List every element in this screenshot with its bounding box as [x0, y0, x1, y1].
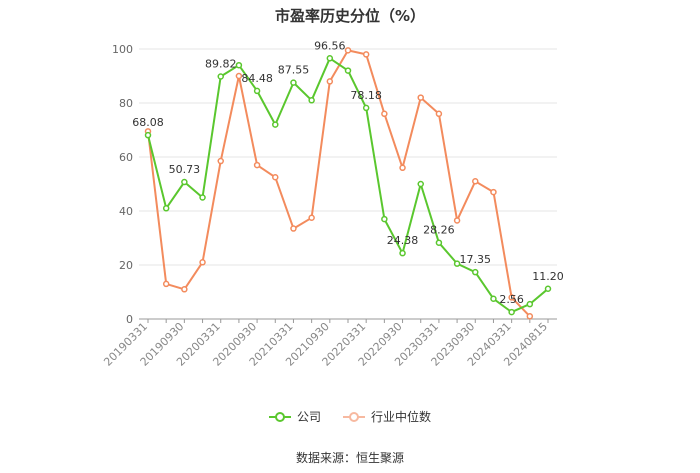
y-tick-label: 100 — [112, 43, 133, 56]
data-label: 11.20 — [532, 270, 564, 283]
data-label: 68.08 — [132, 116, 164, 129]
data-point — [399, 249, 406, 257]
series-line — [147, 57, 549, 314]
data-label: 78.18 — [350, 89, 382, 102]
data-point — [472, 268, 479, 276]
data-label: 50.73 — [169, 163, 201, 176]
data-point — [326, 55, 334, 62]
y-tick-label: 0 — [126, 313, 133, 326]
data-point — [199, 194, 206, 201]
data-point — [308, 97, 315, 104]
data-point — [435, 110, 443, 118]
legend: 公司 行业中位数 — [0, 408, 700, 425]
data-point — [344, 47, 352, 54]
data-point — [490, 295, 497, 302]
data-label: 89.82 — [205, 57, 237, 70]
data-point — [453, 217, 461, 224]
data-point — [272, 174, 279, 181]
data-label: 17.35 — [460, 253, 492, 266]
data-point — [253, 161, 261, 169]
data-point — [381, 110, 388, 118]
data-point — [235, 61, 243, 69]
data-point — [217, 73, 224, 80]
data-point — [290, 225, 297, 232]
data-point — [253, 87, 261, 95]
data-label: 24.38 — [387, 234, 419, 247]
data-point — [199, 259, 206, 266]
data-point — [162, 280, 170, 288]
data-point — [344, 67, 352, 74]
data-point — [526, 313, 534, 320]
y-tick-label: 60 — [119, 151, 133, 164]
y-tick-label: 40 — [119, 205, 133, 218]
legend-industry-label: 行业中位数 — [371, 410, 432, 424]
data-point — [326, 78, 334, 85]
data-point — [544, 285, 552, 293]
legend-item-industry[interactable]: 行业中位数 — [343, 408, 431, 425]
data-point — [362, 104, 370, 112]
data-point — [381, 215, 388, 223]
series-line — [147, 49, 531, 317]
data-point — [362, 51, 370, 58]
data-point — [181, 286, 188, 293]
data-point — [472, 178, 479, 185]
data-label: 2.56 — [499, 293, 524, 306]
data-label: 87.55 — [278, 64, 310, 77]
data-point — [508, 294, 515, 301]
data-point — [217, 157, 224, 165]
legend-company-label: 公司 — [296, 410, 321, 424]
data-point — [435, 239, 443, 246]
data-point — [162, 205, 170, 212]
y-tick-label: 80 — [119, 97, 133, 110]
legend-item-company[interactable]: 公司 — [268, 408, 321, 425]
data-point — [526, 300, 534, 308]
data-label: 28.26 — [423, 224, 455, 237]
data-point — [272, 121, 279, 128]
data-point — [417, 94, 424, 101]
data-point — [490, 188, 497, 196]
data-point — [290, 79, 297, 86]
data-source-note: 数据来源：恒生聚源 — [295, 451, 404, 465]
data-point — [144, 131, 152, 139]
chart-title: 市盈率历史分位（%） — [274, 7, 426, 25]
data-point — [181, 178, 188, 186]
legend-company-marker-icon — [268, 411, 291, 422]
data-point — [508, 308, 515, 316]
data-point — [417, 180, 424, 188]
data-label: 96.56 — [314, 39, 346, 52]
data-point — [235, 72, 243, 80]
data-point — [308, 214, 315, 221]
data-point — [453, 260, 461, 267]
data-label: 84.48 — [241, 72, 273, 85]
data-point — [399, 164, 406, 172]
legend-industry-marker-icon — [343, 411, 365, 422]
y-tick-label: 20 — [119, 259, 133, 272]
